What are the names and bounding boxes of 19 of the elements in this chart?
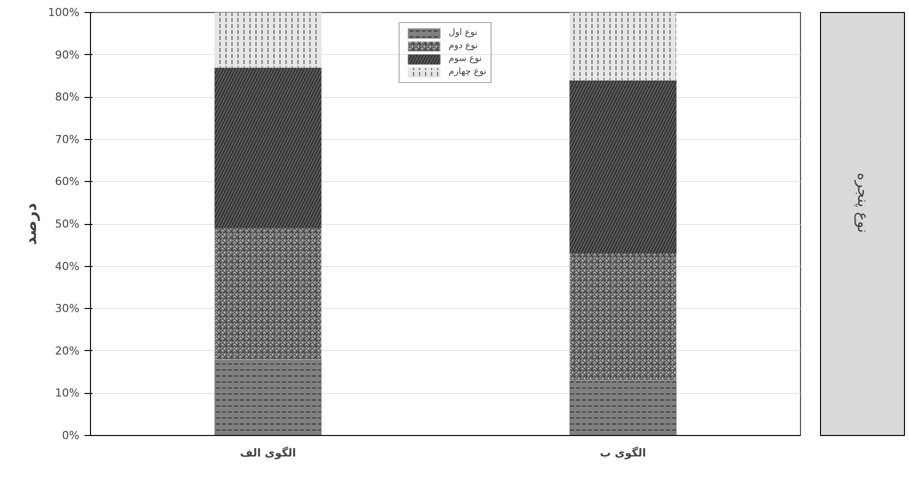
- y-tick-label: 20%: [55, 344, 80, 358]
- y-tick-label: 100%: [48, 6, 80, 19]
- legend-label: نوع چهارم: [448, 67, 486, 77]
- y-axis-title: درصد: [21, 202, 40, 246]
- legend-label: نوع اول: [448, 28, 478, 38]
- text: نوع پنجره: [854, 172, 872, 233]
- y-tick-label: 50%: [55, 218, 80, 230]
- y-tick-label: 0%: [62, 429, 80, 442]
- y-tick-label: 70%: [55, 132, 80, 146]
- y-tick-label: 30%: [55, 302, 80, 316]
- y-tick-label: 60%: [55, 175, 80, 188]
- y-tick-label: 10%: [55, 386, 80, 400]
- y-tick-label: 80%: [55, 90, 80, 104]
- y-tick-label: 40%: [55, 260, 80, 273]
- x-tick-label: الگوی ب: [600, 446, 646, 460]
- legend-label: نوع سوم: [448, 54, 482, 64]
- x-tick-label: الگوی الف: [240, 446, 296, 460]
- y-tick-label: 90%: [55, 48, 80, 62]
- legend-label: نوع دوم: [448, 41, 478, 51]
